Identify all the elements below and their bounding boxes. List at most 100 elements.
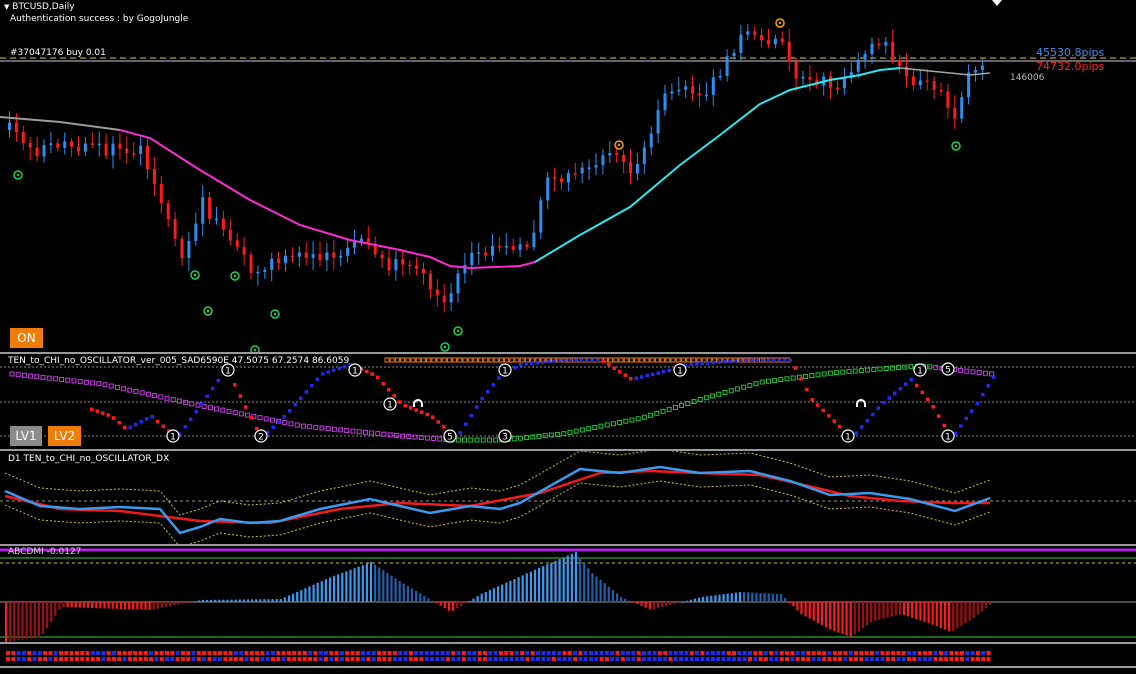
- trend-square: [214, 406, 220, 412]
- candle-body: [511, 245, 515, 250]
- trend-square: [418, 435, 424, 441]
- signal-square: [456, 657, 461, 661]
- lv2-button[interactable]: LV2: [48, 426, 81, 446]
- signal-square: [281, 651, 286, 655]
- pane-separator[interactable]: [0, 449, 1136, 451]
- signal-square: [233, 651, 238, 655]
- pane-separator[interactable]: [0, 544, 1136, 546]
- signal-dot: [519, 363, 523, 367]
- trend-square: [567, 429, 573, 435]
- histogram-bar: [324, 579, 327, 602]
- trend-square: [883, 365, 889, 371]
- candle-body: [83, 143, 87, 152]
- top-level-square: [623, 357, 629, 363]
- on-button[interactable]: ON: [10, 328, 43, 348]
- histogram-bar: [878, 602, 881, 620]
- signal-square: [435, 657, 440, 661]
- signal-square: [779, 657, 784, 661]
- trend-square: [263, 416, 269, 422]
- signal-square: [191, 651, 196, 655]
- candle-body: [953, 107, 957, 119]
- buy-signal-dot: [233, 274, 237, 278]
- signal-square: [583, 651, 588, 655]
- signal-square: [901, 657, 906, 661]
- upper-band-line: [4, 451, 991, 516]
- signal-square: [827, 651, 832, 655]
- histogram-bar: [517, 577, 520, 602]
- top-level-square: [467, 357, 473, 363]
- signal-dot: [326, 370, 330, 374]
- candle-body: [635, 163, 639, 174]
- trend-square: [65, 377, 71, 383]
- signal-square: [32, 651, 37, 655]
- indicator-pane-ten-to-chi[interactable]: 1 1 1 1 1 1 2 5 1 1 3 5 1 TEN_to_CHI_no_OSCILLATOR_v…: [0, 354, 1136, 449]
- trend-square: [691, 399, 697, 405]
- signal-square: [965, 651, 970, 655]
- pane-separator[interactable]: [0, 352, 1136, 354]
- trend-square: [672, 404, 678, 410]
- trend-square: [77, 379, 83, 385]
- histogram-bar: [333, 575, 336, 602]
- signal-square: [933, 651, 938, 655]
- lv1-button[interactable]: LV1: [10, 426, 42, 446]
- signal-dot: [348, 363, 352, 367]
- signal-dot: [607, 362, 611, 367]
- signal-square: [610, 651, 615, 655]
- histogram-bar: [349, 569, 352, 602]
- signal-square: [657, 651, 662, 655]
- signal-square: [392, 657, 397, 661]
- trend-square: [257, 415, 263, 421]
- candle-body: [677, 89, 681, 92]
- candle-body: [939, 90, 943, 92]
- signal-square: [48, 651, 53, 655]
- trend-square: [871, 367, 877, 373]
- signal-dot: [552, 359, 556, 363]
- signal-square: [170, 657, 175, 661]
- indicator-pane-ten-to-chi-dx[interactable]: D1 TEN_to_CHI_no_OSCILLATOR_DX: [0, 451, 1136, 544]
- signal-square: [922, 657, 927, 661]
- pane-separator[interactable]: [0, 642, 1136, 644]
- price-chart-pane[interactable]: ▼ BTCUSD,Daily Authentication success : …: [0, 0, 1136, 352]
- signal-square: [117, 651, 122, 655]
- trend-square: [313, 424, 319, 430]
- candlestick-chart[interactable]: [0, 0, 1136, 352]
- collapse-triangle-icon[interactable]: ▼: [4, 3, 10, 11]
- signal-square: [504, 651, 509, 655]
- top-level-square: [686, 357, 692, 363]
- signal-dot: [942, 423, 946, 428]
- signal-dot: [898, 387, 902, 391]
- indicator-pane-bottom-cutoff[interactable]: [0, 668, 1136, 674]
- indicator-pane-signal-strip[interactable]: [0, 644, 1136, 666]
- oscillator-dx-chart: [0, 451, 1136, 544]
- sell-signal-dot: [778, 21, 782, 25]
- histogram-bar: [17, 602, 20, 641]
- magnet-icon: [413, 399, 423, 407]
- signal-square: [875, 651, 880, 655]
- signal-square: [112, 651, 116, 655]
- signal-square: [551, 651, 556, 655]
- histogram-bar: [415, 591, 418, 602]
- buy-signal-dot: [253, 348, 257, 352]
- indicator-pane-abcdmi[interactable]: ABCDMI -0.0127: [0, 546, 1136, 642]
- histogram-bar: [533, 569, 537, 602]
- signal-dot: [964, 416, 968, 421]
- level-badge-ring: [941, 362, 955, 376]
- chart-shift-marker-icon[interactable]: [992, 0, 1002, 6]
- histogram-bar: [501, 584, 504, 602]
- histogram-bar: [587, 568, 590, 602]
- signal-square: [806, 657, 811, 661]
- trend-square: [561, 431, 567, 437]
- trend-square: [21, 372, 27, 378]
- histogram-bar: [197, 600, 200, 602]
- signal-square: [896, 651, 901, 655]
- candle-body: [353, 241, 356, 248]
- order-label: #37047176 buy 0.01: [10, 48, 106, 58]
- pane-separator[interactable]: [0, 666, 1136, 668]
- signal-square: [663, 657, 668, 661]
- histogram-bar: [738, 592, 742, 602]
- histogram-bar: [825, 602, 828, 628]
- signal-dot: [700, 361, 704, 366]
- signal-square: [631, 657, 636, 661]
- signal-square: [127, 657, 132, 661]
- histogram-bar: [214, 599, 217, 602]
